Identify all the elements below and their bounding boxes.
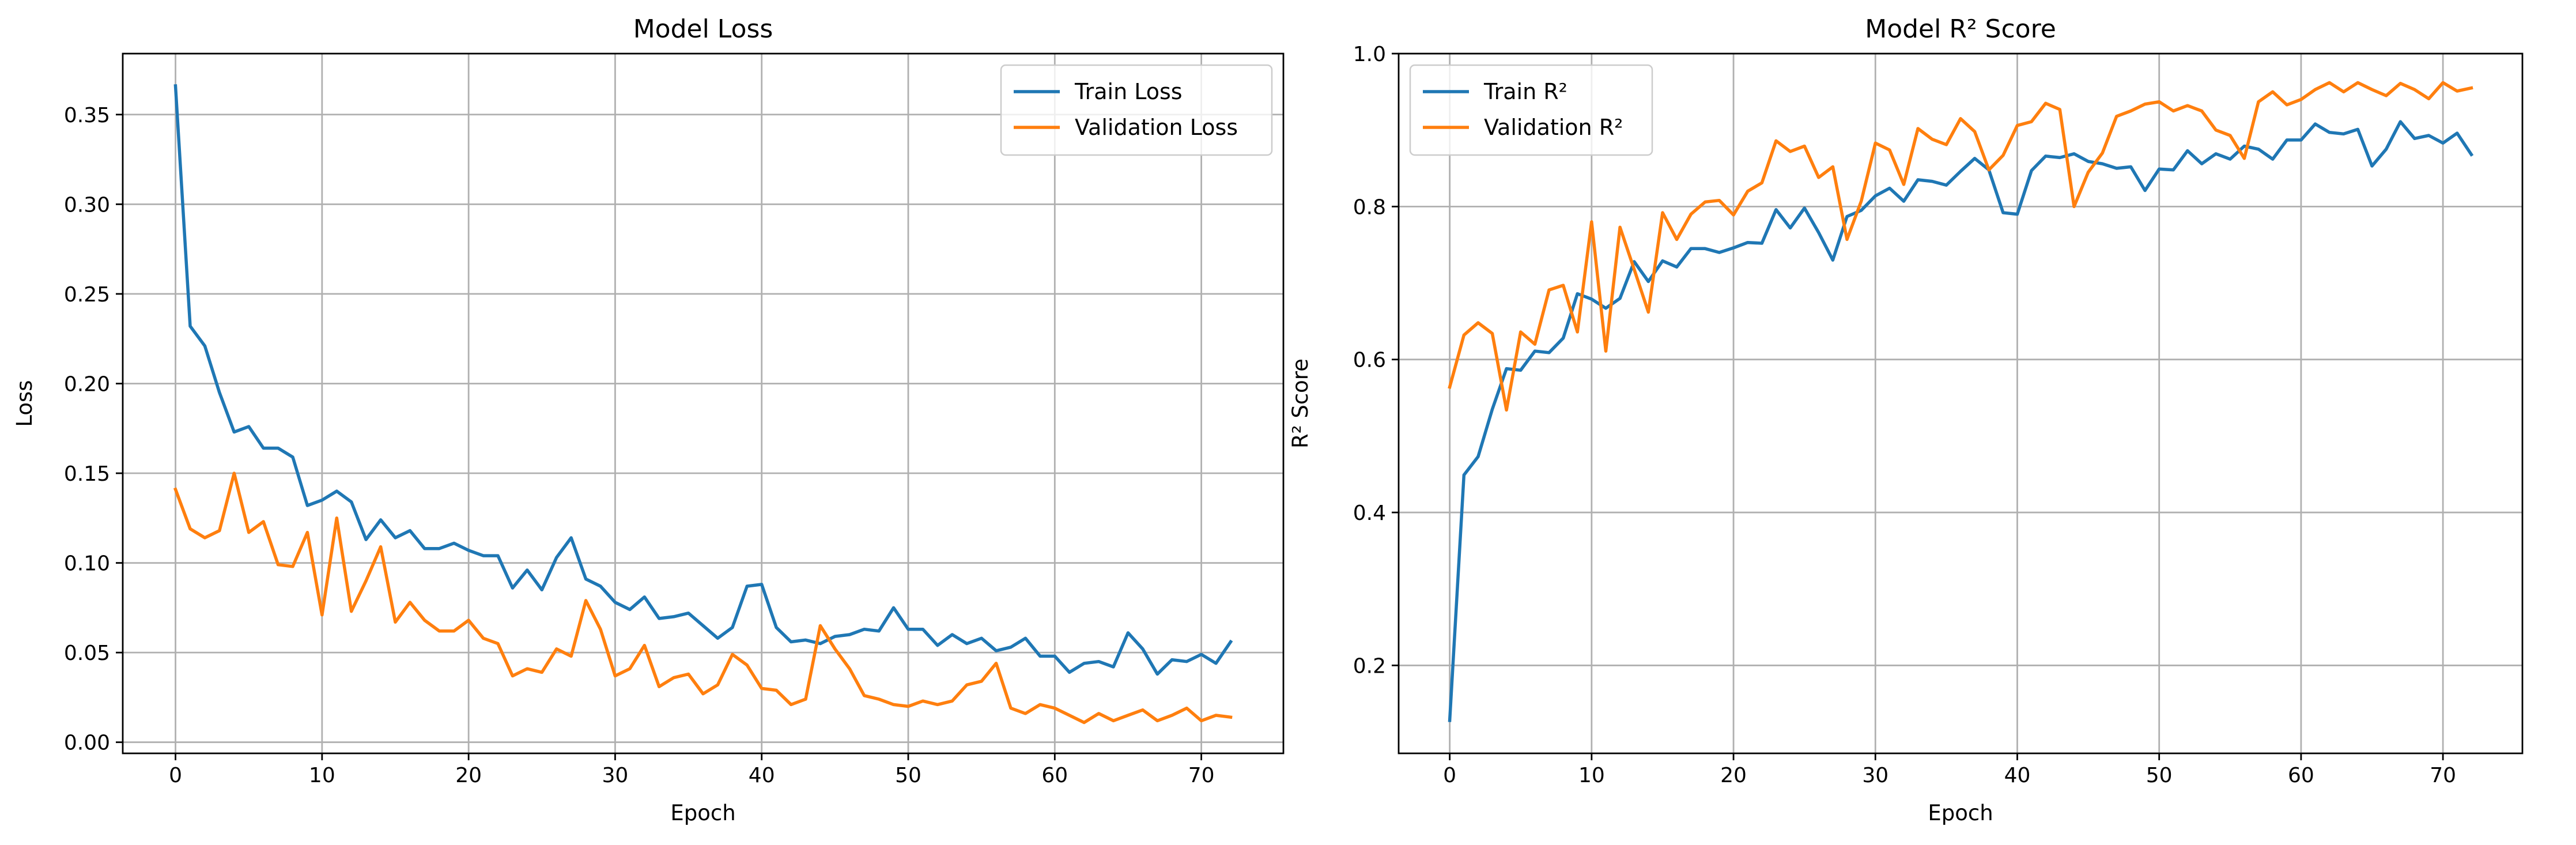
x-tick-label: 40 bbox=[2004, 764, 2031, 787]
y-tick-label: 0.05 bbox=[64, 642, 110, 665]
legend: Train R² Validation R² bbox=[1409, 64, 1653, 156]
series-line-2 bbox=[173, 471, 1233, 725]
x-axis-label: Epoch bbox=[1928, 801, 1993, 825]
y-tick-label: 0.25 bbox=[64, 283, 110, 307]
y-tick-label: 0.00 bbox=[64, 731, 110, 755]
plot-frame bbox=[122, 52, 1285, 755]
y-tick-label: 0.10 bbox=[64, 552, 110, 576]
chart-title: Model R² Score bbox=[1865, 14, 2056, 44]
legend-label-2: Validation R² bbox=[1484, 115, 1623, 140]
x-tick-label: 50 bbox=[895, 764, 921, 787]
legend: Train Loss Validation Loss bbox=[1000, 64, 1273, 156]
x-tick-label: 10 bbox=[309, 764, 335, 787]
series-line-2 bbox=[1448, 81, 2473, 412]
chart-1: 0 10 20 30 40 50 60 70 0.00 0.05 0.10 0.15 0.20 0.25 0… bbox=[12, 14, 1285, 825]
y-tick-label: 0.2 bbox=[1353, 654, 1386, 678]
legend-label-1: Train R² bbox=[1483, 79, 1567, 104]
y-axis-label: R² Score bbox=[1288, 359, 1313, 448]
y-tick-label: 0.6 bbox=[1353, 349, 1386, 372]
x-tick-label: 0 bbox=[1443, 764, 1456, 787]
x-tick-label: 70 bbox=[1188, 764, 1215, 787]
legend-label-1: Train Loss bbox=[1074, 79, 1183, 104]
x-tick-label: 20 bbox=[1720, 764, 1747, 787]
plot-frame bbox=[1397, 52, 2524, 755]
series-line-1 bbox=[1448, 120, 2474, 722]
y-tick-label: 0.4 bbox=[1353, 501, 1386, 525]
x-tick-label: 60 bbox=[2288, 764, 2314, 787]
x-tick-label: 50 bbox=[2146, 764, 2173, 787]
x-tick-label: 40 bbox=[749, 764, 775, 787]
y-tick-label: 0.35 bbox=[64, 104, 110, 127]
x-tick-label: 20 bbox=[455, 764, 482, 787]
chart-2: 0 10 20 30 40 50 60 70 0.2 0.4 0.6 0.8 1.0 Model R² S… bbox=[1288, 14, 2524, 825]
x-tick-label: 60 bbox=[1041, 764, 1068, 787]
x-tick-label: 10 bbox=[1578, 764, 1605, 787]
x-tick-label: 30 bbox=[602, 764, 629, 787]
y-tick-label: 0.8 bbox=[1353, 195, 1386, 219]
y-axis-label: Loss bbox=[12, 380, 37, 427]
y-tick-label: 0.30 bbox=[64, 193, 110, 217]
y-tick-label: 0.20 bbox=[64, 372, 110, 396]
x-axis-label: Epoch bbox=[670, 801, 735, 825]
legend-box bbox=[1000, 64, 1273, 156]
x-tick-label: 30 bbox=[1862, 764, 1888, 787]
y-tick-label: 1.0 bbox=[1353, 43, 1386, 66]
chart-title: Model Loss bbox=[633, 14, 773, 44]
x-tick-label: 0 bbox=[169, 764, 182, 787]
legend-box bbox=[1409, 64, 1653, 156]
series-line-1 bbox=[173, 84, 1233, 676]
x-tick-label: 70 bbox=[2430, 764, 2456, 787]
y-tick-label: 0.15 bbox=[64, 462, 110, 486]
legend-label-2: Validation Loss bbox=[1075, 115, 1238, 140]
